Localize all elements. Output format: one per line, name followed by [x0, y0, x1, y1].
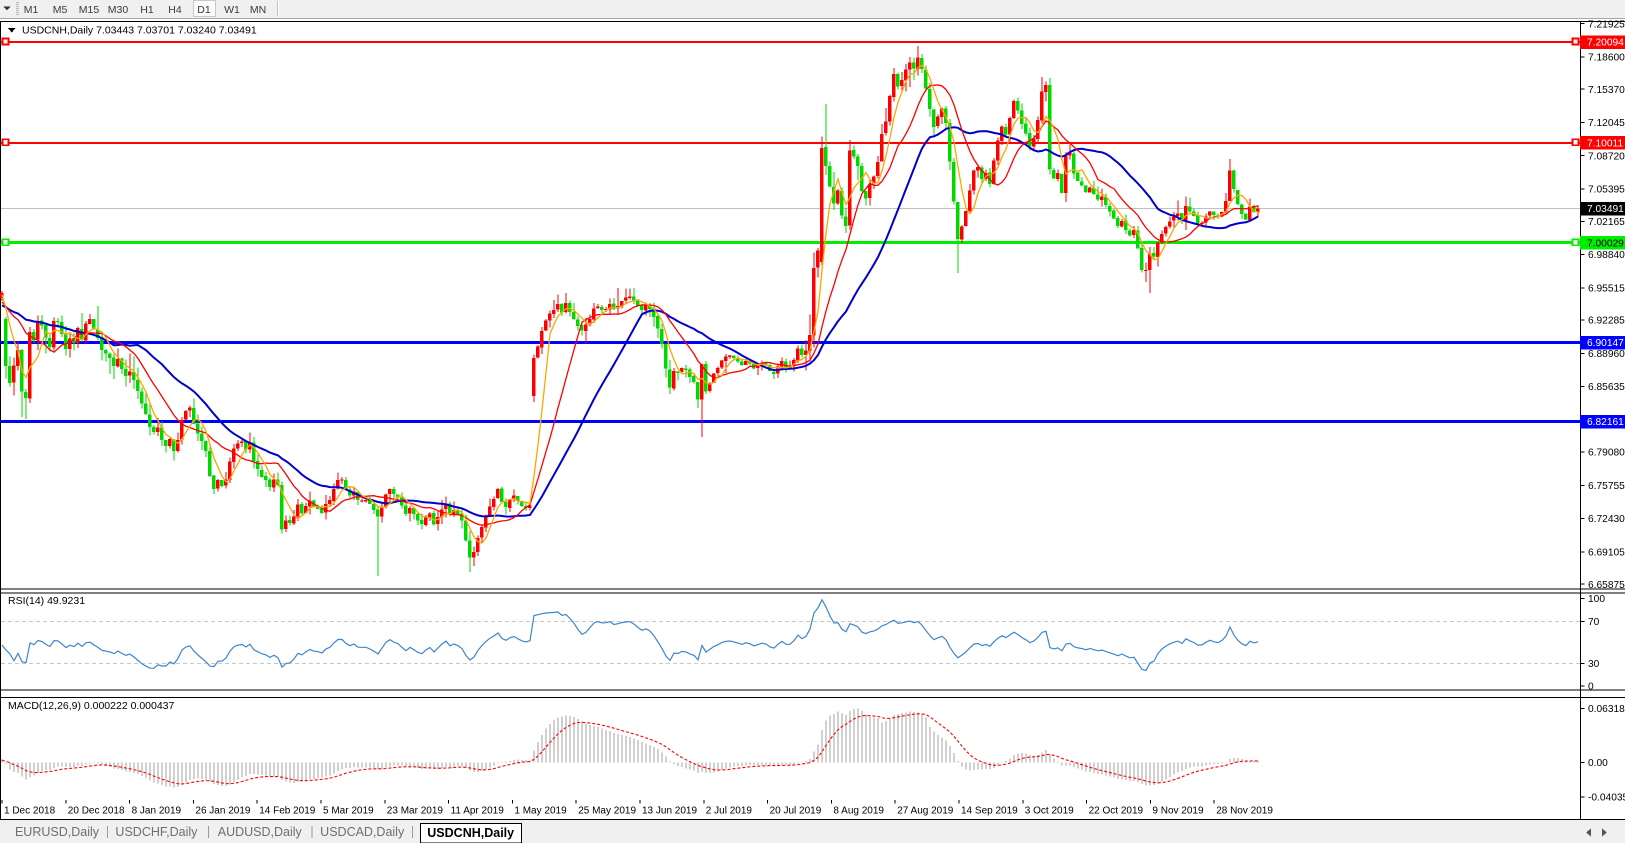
svg-text:M15: M15	[79, 4, 100, 16]
svg-text:USDCNH,Daily: USDCNH,Daily	[427, 826, 514, 840]
svg-text:27 Aug 2019: 27 Aug 2019	[897, 806, 954, 817]
svg-text:20 Dec 2018: 20 Dec 2018	[68, 806, 125, 817]
svg-text:M1: M1	[24, 4, 39, 16]
svg-text:USDCNH,Daily 7.03443 7.03701: USDCNH,Daily 7.03443 7.03701 7.03240 7.0…	[22, 25, 257, 37]
svg-text:EURUSD,Daily: EURUSD,Daily	[15, 825, 100, 839]
svg-text:7.03491: 7.03491	[1587, 204, 1624, 215]
svg-text:20 Jul 2019: 20 Jul 2019	[770, 806, 822, 817]
svg-text:14 Sep 2019: 14 Sep 2019	[961, 806, 1018, 817]
svg-text:9 Nov 2019: 9 Nov 2019	[1152, 806, 1204, 817]
svg-text:7.21925: 7.21925	[1588, 19, 1625, 30]
svg-text:0.00: 0.00	[1588, 758, 1608, 769]
svg-text:7.15370: 7.15370	[1588, 85, 1625, 96]
svg-text:6.92285: 6.92285	[1588, 316, 1625, 327]
svg-text:14 Feb 2019: 14 Feb 2019	[259, 806, 316, 817]
svg-text:AUDUSD,Daily: AUDUSD,Daily	[218, 825, 303, 839]
svg-text:W1: W1	[224, 4, 240, 16]
svg-text:3 Oct 2019: 3 Oct 2019	[1025, 806, 1074, 817]
svg-text:6.82161: 6.82161	[1587, 417, 1624, 428]
svg-text:D1: D1	[197, 4, 211, 16]
svg-text:7.12045: 7.12045	[1588, 118, 1625, 129]
svg-text:0: 0	[1588, 682, 1594, 693]
svg-text:M30: M30	[108, 4, 129, 16]
svg-text:6.85635: 6.85635	[1588, 382, 1625, 393]
svg-text:7.10011: 7.10011	[1587, 139, 1623, 150]
svg-text:1 May 2019: 1 May 2019	[514, 806, 567, 817]
svg-text:0.063184: 0.063184	[1588, 704, 1625, 715]
svg-text:H1: H1	[140, 4, 154, 16]
svg-text:8 Jan 2019: 8 Jan 2019	[132, 806, 182, 817]
svg-text:8 Aug 2019: 8 Aug 2019	[833, 806, 884, 817]
svg-text:22 Oct 2019: 22 Oct 2019	[1089, 806, 1144, 817]
svg-text:23 Mar 2019: 23 Mar 2019	[387, 806, 444, 817]
svg-text:USDCHF,Daily: USDCHF,Daily	[115, 825, 198, 839]
svg-text:6.65875: 6.65875	[1588, 580, 1625, 591]
svg-text:7.08720: 7.08720	[1588, 151, 1625, 162]
svg-text:28 Nov 2019: 28 Nov 2019	[1216, 806, 1273, 817]
svg-text:M5: M5	[53, 4, 68, 16]
svg-text:5 Mar 2019: 5 Mar 2019	[323, 806, 374, 817]
svg-text:USDCAD,Daily: USDCAD,Daily	[320, 825, 405, 839]
svg-text:-0.040355: -0.040355	[1588, 793, 1625, 804]
svg-text:7.18600: 7.18600	[1588, 53, 1625, 64]
svg-text:100: 100	[1588, 594, 1605, 605]
svg-text:RSI(14) 49.9231: RSI(14) 49.9231	[8, 595, 85, 607]
svg-text:MN: MN	[250, 4, 266, 16]
svg-text:6.75755: 6.75755	[1588, 481, 1625, 492]
svg-text:1 Dec 2018: 1 Dec 2018	[4, 806, 56, 817]
svg-text:30: 30	[1588, 659, 1600, 670]
svg-text:7.02165: 7.02165	[1588, 217, 1625, 228]
svg-text:6.95515: 6.95515	[1588, 283, 1625, 294]
svg-text:6.69105: 6.69105	[1588, 548, 1625, 559]
svg-text:MACD(12,26,9) 0.000222 0.00043: MACD(12,26,9) 0.000222 0.000437	[8, 700, 175, 712]
svg-text:6.79080: 6.79080	[1588, 448, 1625, 459]
svg-text:70: 70	[1588, 617, 1600, 628]
svg-text:26 Jan 2019: 26 Jan 2019	[195, 806, 250, 817]
svg-text:13 Jun 2019: 13 Jun 2019	[642, 806, 697, 817]
svg-text:7.20094: 7.20094	[1587, 38, 1624, 49]
svg-text:11 Apr 2019: 11 Apr 2019	[451, 806, 505, 817]
svg-text:7.00029: 7.00029	[1587, 238, 1624, 249]
svg-text:H4: H4	[168, 4, 182, 16]
svg-text:2 Jul 2019: 2 Jul 2019	[706, 806, 753, 817]
svg-text:6.90147: 6.90147	[1587, 338, 1624, 349]
svg-text:25 May 2019: 25 May 2019	[578, 806, 636, 817]
svg-text:6.98840: 6.98840	[1588, 250, 1625, 261]
svg-text:6.88960: 6.88960	[1588, 349, 1625, 360]
svg-text:6.72430: 6.72430	[1588, 514, 1625, 525]
svg-text:7.05395: 7.05395	[1588, 185, 1625, 196]
